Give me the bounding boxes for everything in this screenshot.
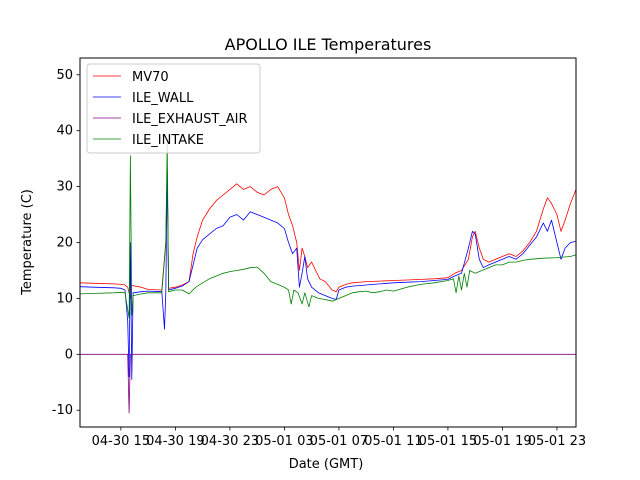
- x-tick-label: 05-01 11: [364, 434, 422, 449]
- x-tick-label: 04-30 19: [146, 434, 204, 449]
- series-line-ile-wall: [79, 169, 577, 380]
- plot-frame: [79, 57, 577, 428]
- series-line-ile-exhaust-air: [80, 353, 576, 414]
- legend: MV70 ILE_WALL ILE_EXHAUST_AIR ILE_INTAKE: [86, 63, 261, 154]
- x-tick-label: 05-01 03: [255, 434, 313, 449]
- y-tick-label: 30: [56, 180, 73, 195]
- series-line-ile-intake: [79, 141, 577, 319]
- legend-label: MV70: [132, 70, 169, 85]
- x-axis-label: Date (GMT): [289, 457, 364, 472]
- legend-label: ILE_EXHAUST_AIR: [132, 112, 248, 127]
- x-tick-label: 04-30 15: [92, 434, 150, 449]
- y-tick-label: 20: [56, 236, 73, 251]
- legend-label: ILE_WALL: [132, 91, 194, 106]
- y-tick-label: 40: [56, 124, 73, 139]
- y-tick-label: -10: [52, 403, 73, 418]
- x-tick-label: 05-01 07: [310, 434, 368, 449]
- x-tick-label: 05-01 19: [473, 434, 531, 449]
- x-tick-label: 05-01 23: [528, 434, 586, 449]
- y-tick-label: 0: [65, 347, 73, 362]
- x-tick-label: 04-30 23: [201, 434, 259, 449]
- x-tick-label: 05-01 15: [419, 434, 477, 449]
- y-axis-label: Temperature (C): [20, 189, 35, 296]
- chart-title: APOLLO ILE Temperatures: [225, 35, 432, 54]
- legend-box: [86, 63, 261, 154]
- y-tick-label: 50: [56, 68, 73, 83]
- series-layer: [79, 141, 577, 414]
- y-tick-label: 10: [56, 291, 73, 306]
- legend-label: ILE_INTAKE: [132, 133, 204, 148]
